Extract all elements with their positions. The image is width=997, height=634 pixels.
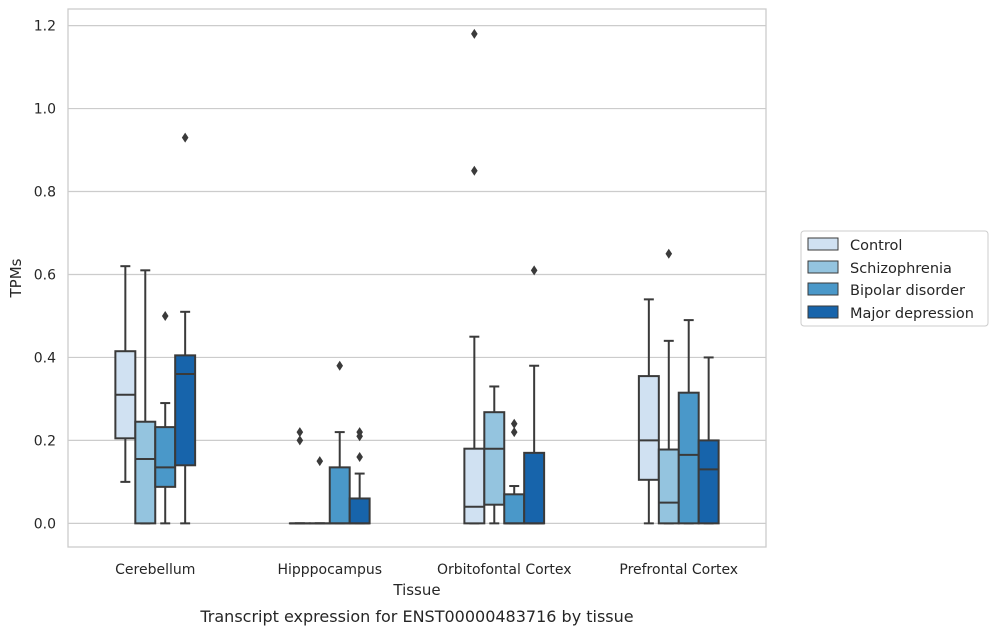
- y-tick-label: 1.0: [34, 102, 56, 118]
- box-body: [328, 466, 351, 525]
- box-body: [348, 497, 371, 525]
- box: [328, 360, 351, 525]
- box-body: [463, 447, 486, 525]
- box-body: [503, 493, 526, 525]
- box-body: [174, 354, 197, 467]
- legend-label-control: Control: [850, 238, 902, 254]
- legend: Control Schizophrenia Bipolar disorder M…: [800, 230, 989, 327]
- box: [503, 418, 526, 525]
- y-tick-label: 1.2: [34, 19, 56, 35]
- outlier-point: [296, 427, 304, 438]
- box-body: [677, 391, 700, 525]
- y-tick-label: 0.6: [34, 267, 56, 283]
- box: [174, 132, 197, 525]
- box-body: [134, 420, 157, 525]
- outlier-point: [356, 451, 363, 462]
- outlier-point: [296, 435, 304, 446]
- y-tick-label: 0.2: [34, 433, 56, 449]
- legend-swatch-bipolar-disorder: [807, 282, 839, 296]
- box: [523, 265, 546, 525]
- box: [637, 298, 660, 525]
- box: [483, 385, 506, 525]
- y-tick-label: 0.0: [34, 516, 56, 532]
- outlier-point: [510, 427, 518, 438]
- box: [657, 248, 680, 525]
- x-tick-label: Hipppocampus: [277, 562, 382, 578]
- outlier-point: [471, 28, 478, 39]
- outlier-point: [510, 418, 518, 429]
- chart-caption: Transcript expression for ENST0000048371…: [199, 607, 633, 626]
- y-tick-labels: 0.0 0.2 0.4 0.6 0.8 1.0 1.2: [34, 19, 56, 533]
- y-axis-title: TPMs: [7, 258, 25, 298]
- x-axis-title: Tissue: [392, 581, 440, 599]
- outlier-point: [181, 132, 189, 143]
- outlier-point: [161, 310, 169, 321]
- y-tick-label: 0.8: [34, 185, 56, 201]
- x-tick-label: Orbitofontal Cortex: [437, 562, 572, 578]
- outlier-point: [530, 265, 538, 276]
- x-tick-label: Cerebellum: [115, 562, 195, 578]
- outlier-point: [336, 360, 344, 371]
- box: [134, 269, 157, 525]
- outlier-point: [356, 427, 363, 438]
- box-body: [154, 426, 177, 488]
- box: [114, 265, 137, 483]
- outlier-point: [316, 456, 324, 467]
- legend-frame: [800, 230, 989, 327]
- legend-swatch-schizophrenia: [807, 260, 839, 274]
- legend-swatch-control: [807, 237, 839, 251]
- outlier-point: [471, 165, 478, 176]
- box-body: [483, 411, 506, 506]
- legend-label-schizophrenia: Schizophrenia: [850, 261, 952, 277]
- box: [697, 356, 720, 525]
- outlier-point: [665, 248, 673, 259]
- box-body: [697, 439, 720, 525]
- x-tick-label: Prefrontal Cortex: [619, 562, 738, 578]
- legend-label-bipolar-disorder: Bipolar disorder: [850, 283, 965, 299]
- legend-swatch-major-depression: [807, 305, 839, 319]
- box-series: [114, 28, 720, 525]
- x-tick-labels: Cerebellum Hipppocampus Orbitofontal Corte…: [115, 562, 738, 578]
- box-body: [523, 451, 546, 525]
- y-tick-label: 0.4: [34, 350, 56, 366]
- box-body: [637, 375, 660, 481]
- legend-label-major-depression: Major depression: [850, 306, 974, 322]
- box: [288, 427, 311, 525]
- box-body: [657, 448, 680, 525]
- box: [348, 427, 371, 525]
